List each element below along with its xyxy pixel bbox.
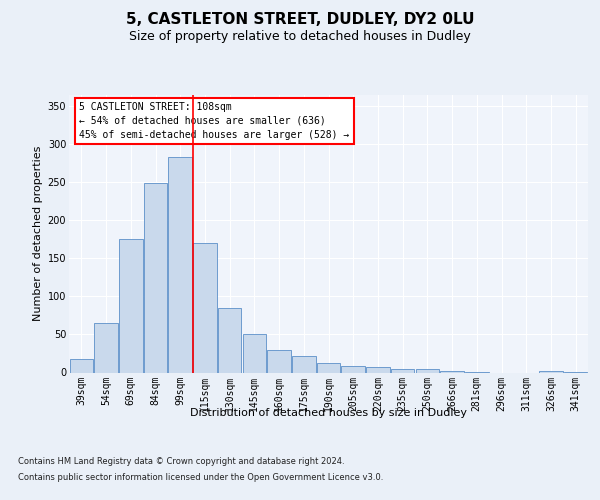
- Bar: [539, 371, 563, 372]
- Bar: [416, 368, 439, 372]
- Bar: [144, 183, 167, 372]
- Bar: [292, 356, 316, 372]
- Text: Distribution of detached houses by size in Dudley: Distribution of detached houses by size …: [190, 408, 467, 418]
- Bar: [70, 359, 93, 372]
- Bar: [341, 366, 365, 372]
- Text: Size of property relative to detached houses in Dudley: Size of property relative to detached ho…: [129, 30, 471, 43]
- Text: 5 CASTLETON STREET: 108sqm
← 54% of detached houses are smaller (636)
45% of sem: 5 CASTLETON STREET: 108sqm ← 54% of deta…: [79, 102, 350, 140]
- Text: Contains HM Land Registry data © Crown copyright and database right 2024.: Contains HM Land Registry data © Crown c…: [18, 458, 344, 466]
- Bar: [218, 308, 241, 372]
- Bar: [193, 244, 217, 372]
- Bar: [242, 334, 266, 372]
- Bar: [119, 240, 143, 372]
- Text: Contains public sector information licensed under the Open Government Licence v3: Contains public sector information licen…: [18, 472, 383, 482]
- Bar: [391, 368, 415, 372]
- Text: 5, CASTLETON STREET, DUDLEY, DY2 0LU: 5, CASTLETON STREET, DUDLEY, DY2 0LU: [126, 12, 474, 28]
- Bar: [169, 158, 192, 372]
- Bar: [317, 362, 340, 372]
- Y-axis label: Number of detached properties: Number of detached properties: [34, 146, 43, 322]
- Bar: [366, 367, 389, 372]
- Bar: [440, 371, 464, 372]
- Bar: [94, 323, 118, 372]
- Bar: [268, 350, 291, 372]
